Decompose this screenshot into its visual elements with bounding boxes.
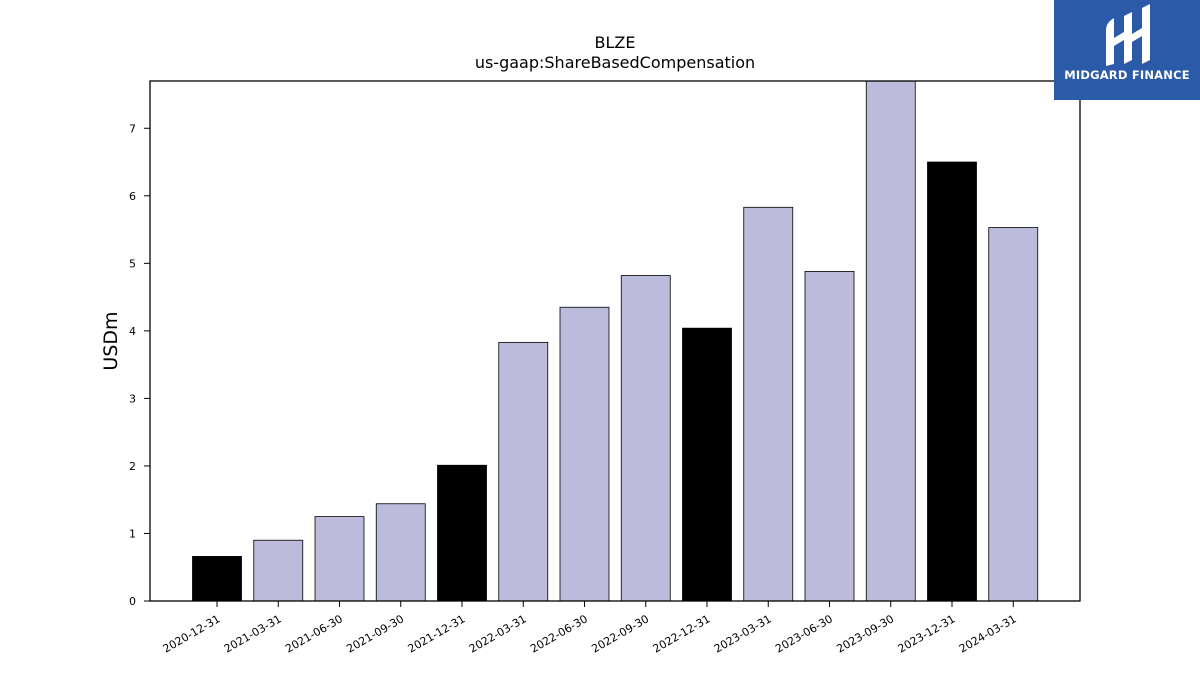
x-tick-label: 2023-03-31 (712, 612, 774, 655)
x-tick-label: 2023-06-30 (773, 612, 835, 655)
y-axis-label: USDm (100, 311, 122, 370)
bar-2022-09-30 (620, 275, 671, 602)
x-tick-label: 2023-12-31 (896, 612, 958, 655)
bar-2022-06-30 (559, 306, 610, 602)
y-tick-label: 1 (129, 527, 136, 540)
y-axis-ticks: 0 1 2 3 4 5 6 7 (129, 122, 150, 608)
logo-text: MIDGARD FINANCE (1064, 68, 1190, 82)
x-tick-label: 2022-03-31 (467, 612, 529, 655)
y-tick-label: 6 (129, 190, 136, 203)
y-tick-label: 4 (129, 325, 136, 338)
bar-2023-09-30 (865, 80, 916, 602)
bar-group (192, 80, 1039, 602)
bar-2021-06-30 (314, 516, 365, 602)
y-tick-label: 5 (129, 257, 136, 270)
bar-2024-03-31 (988, 227, 1039, 602)
plot-frame (149, 80, 1081, 602)
bar-2023-06-30 (804, 271, 855, 602)
y-tick-label: 2 (129, 460, 136, 473)
x-tick-label: 2022-12-31 (651, 612, 713, 655)
y-tick-label: 7 (129, 122, 136, 135)
bar-2022-03-31 (498, 341, 549, 602)
x-tick-label: 2024-03-31 (957, 612, 1019, 655)
bar-2023-03-31 (743, 206, 794, 602)
bar-2021-12-31 (437, 464, 487, 602)
chart-title: BLZE (595, 33, 636, 52)
x-tick-label: 2022-06-30 (528, 612, 590, 655)
x-tick-label: 2021-03-31 (222, 612, 284, 655)
y-tick-label: 3 (129, 392, 136, 405)
y-tick-label: 0 (129, 595, 136, 608)
logo-mark-icon (1106, 4, 1150, 66)
bar-2022-12-31 (682, 327, 732, 602)
x-tick-label: 2022-09-30 (589, 612, 651, 655)
x-axis-ticks: 2020-12-31 2021-03-31 2021-06-30 2021-09-30… (161, 601, 1019, 656)
bar-2021-03-31 (253, 539, 304, 602)
chart-subtitle: us-gaap:ShareBasedCompensation (475, 53, 755, 72)
x-tick-label: 2020-12-31 (161, 612, 223, 655)
bar-2021-09-30 (375, 503, 426, 602)
x-tick-label: 2021-06-30 (283, 612, 345, 655)
bar-2023-12-31 (927, 161, 977, 602)
x-tick-label: 2023-09-30 (834, 612, 896, 655)
midgard-finance-logo: MIDGARD FINANCE (1054, 0, 1200, 100)
x-tick-label: 2021-12-31 (406, 612, 468, 655)
x-tick-label: 2021-09-30 (344, 612, 406, 655)
bar-2020-12-31 (192, 556, 242, 602)
